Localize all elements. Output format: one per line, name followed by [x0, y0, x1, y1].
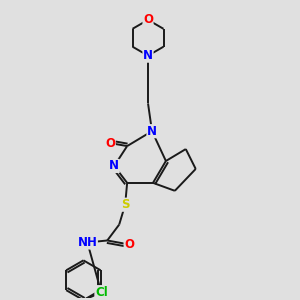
Text: O: O: [143, 14, 153, 26]
Text: S: S: [121, 198, 129, 211]
Text: Cl: Cl: [95, 286, 108, 299]
Text: O: O: [124, 238, 134, 251]
Text: O: O: [105, 136, 115, 150]
Text: N: N: [147, 125, 157, 138]
Text: N: N: [143, 49, 153, 62]
Text: N: N: [109, 160, 119, 172]
Text: NH: NH: [77, 236, 97, 249]
